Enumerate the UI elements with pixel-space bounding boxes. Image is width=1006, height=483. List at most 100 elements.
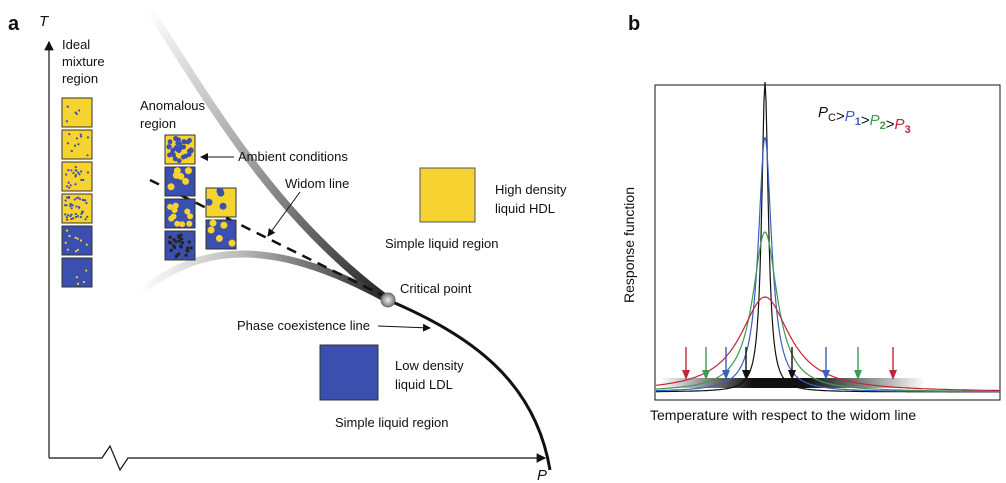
dot <box>74 250 78 253</box>
dot <box>172 202 179 209</box>
dot <box>85 201 88 205</box>
dot <box>77 143 80 146</box>
dot <box>70 169 73 172</box>
dot <box>187 240 191 244</box>
legend-subscript: 1 <box>855 116 861 128</box>
dot <box>220 221 228 229</box>
dot <box>69 184 72 187</box>
dot <box>66 142 69 145</box>
dot <box>74 174 77 177</box>
dot <box>205 198 213 206</box>
arrow-head <box>702 370 710 380</box>
dot <box>174 240 178 244</box>
dot <box>175 140 181 146</box>
dot <box>66 105 69 108</box>
label-line: region <box>62 71 98 86</box>
separator: > <box>861 112 870 129</box>
label-line: liquid LDL <box>395 377 453 392</box>
response-curve <box>655 296 1000 392</box>
square <box>61 129 93 160</box>
dot <box>76 248 80 251</box>
dot <box>64 213 67 216</box>
dot <box>76 237 79 240</box>
dot <box>69 215 72 218</box>
dot <box>75 205 78 208</box>
arrow-head <box>889 370 897 380</box>
dot <box>82 199 86 202</box>
dot <box>74 165 77 169</box>
dot <box>65 120 68 123</box>
dot <box>75 276 79 279</box>
dot <box>86 215 89 218</box>
dot <box>169 248 173 252</box>
dot <box>181 241 185 245</box>
arrow <box>267 191 301 237</box>
dot <box>86 136 90 139</box>
dot <box>73 198 76 201</box>
dot <box>171 152 176 158</box>
dot <box>186 249 190 253</box>
dot <box>167 139 173 145</box>
hdl-square <box>419 167 476 223</box>
label: Critical point <box>400 281 472 296</box>
widom-bar <box>660 378 925 388</box>
label-line: Anomalous <box>140 98 206 113</box>
dot <box>172 238 176 242</box>
label: Widom line <box>285 176 349 191</box>
dot <box>67 186 71 189</box>
dot <box>172 156 178 162</box>
arrow-head <box>822 370 830 380</box>
critical-point <box>380 292 396 308</box>
dot <box>79 215 82 219</box>
dot <box>176 148 182 154</box>
dot <box>86 171 90 174</box>
dot <box>184 208 191 215</box>
dot <box>186 220 193 227</box>
dot <box>66 214 70 217</box>
dot <box>182 177 190 185</box>
dot <box>70 207 73 210</box>
dot <box>185 246 190 250</box>
dot <box>74 111 77 114</box>
upper-curve <box>146 7 391 304</box>
dot <box>172 244 176 248</box>
label-line: Ideal <box>62 37 90 52</box>
x-axis-label: Temperature with respect to the widom li… <box>650 407 916 423</box>
legend: PC>P1>P2>P3 <box>818 104 911 136</box>
dot <box>76 282 80 285</box>
dot <box>167 240 171 244</box>
label: Simple liquid region <box>385 236 498 251</box>
dot <box>67 195 71 199</box>
panel-label: b <box>628 13 640 35</box>
dot <box>168 235 172 239</box>
y-axis-label: Response function <box>621 187 637 303</box>
legend-subscript: 2 <box>880 120 886 132</box>
dot <box>67 169 70 172</box>
dot <box>168 215 175 222</box>
dot <box>84 218 87 221</box>
dot <box>187 213 194 220</box>
dot <box>174 220 181 227</box>
dot <box>80 170 83 173</box>
legend-subscript: C <box>828 112 836 124</box>
dot <box>179 244 183 248</box>
dot <box>64 199 67 202</box>
dot <box>74 183 77 186</box>
molecule-squares <box>61 97 237 288</box>
dot <box>179 233 183 237</box>
dot <box>174 254 178 259</box>
ldl-square <box>319 344 379 401</box>
arrow <box>377 323 431 332</box>
dot <box>75 137 79 140</box>
dot <box>166 144 172 150</box>
y-axis-label: T <box>39 13 50 30</box>
dot <box>78 173 81 176</box>
dot <box>180 237 184 241</box>
dot <box>74 215 78 219</box>
dot <box>77 171 80 174</box>
dot <box>65 229 69 232</box>
separator: > <box>886 116 895 133</box>
arrow-head <box>742 370 750 380</box>
dot <box>207 226 215 234</box>
